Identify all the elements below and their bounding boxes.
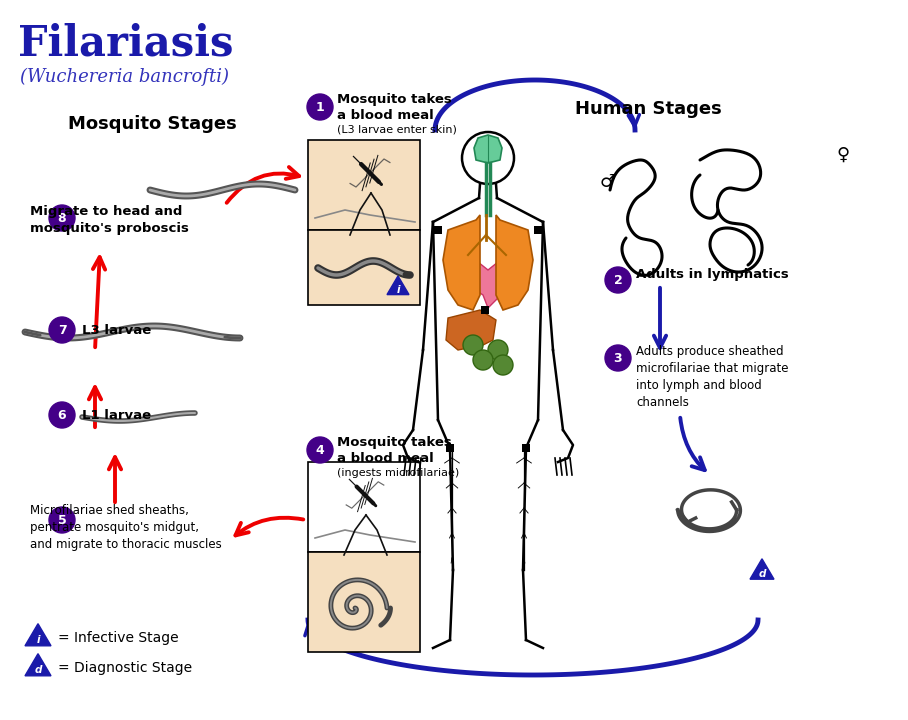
Circle shape — [307, 437, 333, 463]
Text: Adults in lymphatics: Adults in lymphatics — [636, 268, 789, 281]
Text: d: d — [35, 665, 42, 675]
Text: L1 larvae: L1 larvae — [82, 408, 151, 421]
Text: 1: 1 — [316, 101, 324, 114]
Bar — [446, 444, 454, 452]
Polygon shape — [446, 310, 496, 350]
Text: Mosquito takes
a blood meal: Mosquito takes a blood meal — [337, 93, 452, 122]
Polygon shape — [474, 135, 502, 163]
Polygon shape — [466, 262, 510, 308]
Bar — [308, 552, 420, 652]
Bar — [534, 226, 542, 234]
Circle shape — [49, 205, 75, 231]
Text: Filariasis: Filariasis — [18, 22, 233, 64]
Circle shape — [488, 340, 508, 360]
Polygon shape — [443, 215, 480, 310]
Bar — [434, 226, 442, 234]
Bar — [522, 444, 530, 452]
Circle shape — [605, 267, 631, 293]
Circle shape — [49, 317, 75, 343]
Text: (ingests microfilariae): (ingests microfilariae) — [337, 468, 459, 478]
Text: Adults produce sheathed
microfilariae that migrate
into lymph and blood
channels: Adults produce sheathed microfilariae th… — [636, 345, 788, 409]
Text: 7: 7 — [57, 324, 66, 337]
Text: 6: 6 — [58, 409, 66, 422]
Text: d: d — [758, 569, 765, 579]
Circle shape — [462, 132, 514, 184]
Bar — [308, 230, 420, 305]
Polygon shape — [496, 215, 533, 310]
Polygon shape — [387, 276, 409, 294]
Circle shape — [49, 402, 75, 428]
Text: i: i — [396, 285, 400, 295]
Polygon shape — [25, 654, 51, 676]
Text: 3: 3 — [614, 352, 622, 365]
Circle shape — [307, 94, 333, 120]
Text: ♂: ♂ — [600, 173, 616, 191]
Polygon shape — [750, 559, 774, 579]
Text: 5: 5 — [57, 514, 66, 527]
Bar — [308, 140, 420, 230]
Circle shape — [605, 345, 631, 371]
Text: (L3 larvae enter skin): (L3 larvae enter skin) — [337, 124, 457, 134]
Bar — [308, 462, 420, 552]
Circle shape — [493, 355, 513, 375]
Text: 2: 2 — [614, 274, 622, 287]
Bar — [481, 306, 489, 314]
Text: 8: 8 — [58, 212, 66, 225]
Text: ♀: ♀ — [836, 146, 850, 164]
Circle shape — [473, 350, 493, 370]
Text: = Diagnostic Stage: = Diagnostic Stage — [58, 661, 192, 675]
Text: i: i — [36, 635, 40, 645]
Text: 4: 4 — [316, 444, 324, 457]
Text: (Wuchereria bancrofti): (Wuchereria bancrofti) — [20, 68, 229, 86]
Circle shape — [463, 335, 483, 355]
Text: Migrate to head and
mosquito's proboscis: Migrate to head and mosquito's proboscis — [30, 205, 189, 235]
Text: L3 larvae: L3 larvae — [82, 323, 152, 336]
Polygon shape — [25, 624, 51, 646]
Text: = Infective Stage: = Infective Stage — [58, 631, 179, 645]
Text: Human Stages: Human Stages — [575, 100, 722, 118]
Text: Mosquito Stages: Mosquito Stages — [68, 115, 237, 133]
Text: Microfilariae shed sheaths,
pentrate mosquito's midgut,
and migrate to thoracic : Microfilariae shed sheaths, pentrate mos… — [30, 504, 222, 551]
Text: Mosquito takes
a blood meal: Mosquito takes a blood meal — [337, 436, 452, 465]
Circle shape — [49, 507, 75, 533]
